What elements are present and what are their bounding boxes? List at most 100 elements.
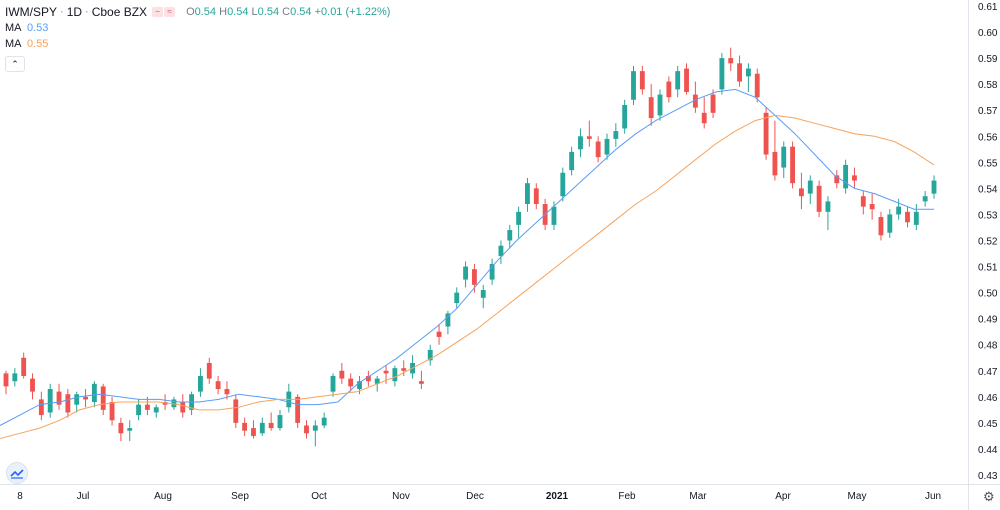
candle-body[interactable] <box>392 368 398 382</box>
candle-body[interactable] <box>745 68 751 77</box>
candle-body[interactable] <box>180 402 186 413</box>
candle-body[interactable] <box>100 386 106 410</box>
candle-body[interactable] <box>65 394 71 413</box>
candle-body[interactable] <box>533 188 539 205</box>
candle-body[interactable] <box>109 402 115 421</box>
candle-body[interactable] <box>321 417 327 426</box>
candle-body[interactable] <box>171 399 177 408</box>
candle-body[interactable] <box>922 196 928 202</box>
candle-body[interactable] <box>3 373 9 387</box>
candle-body[interactable] <box>569 151 575 171</box>
candle-body[interactable] <box>463 266 469 280</box>
candle-body[interactable] <box>330 375 336 392</box>
candle-body[interactable] <box>348 378 354 387</box>
candle-body[interactable] <box>843 164 849 189</box>
legend-collapse-button[interactable]: ⌃ <box>5 56 25 72</box>
candle-body[interactable] <box>860 196 866 207</box>
candle-body[interactable] <box>498 245 504 257</box>
candle-body[interactable] <box>91 383 97 403</box>
candle-body[interactable] <box>224 389 230 395</box>
candle-body[interactable] <box>666 81 672 98</box>
candle-body[interactable] <box>525 183 530 205</box>
candle-body[interactable] <box>162 402 168 405</box>
candle-body[interactable] <box>383 370 389 374</box>
candle-body[interactable] <box>719 58 725 90</box>
candle-body[interactable] <box>30 378 35 392</box>
candle-body[interactable] <box>427 349 433 361</box>
candle-body[interactable] <box>215 381 221 390</box>
candle-body[interactable] <box>639 71 645 90</box>
candle-body[interactable] <box>737 63 742 82</box>
candle-body[interactable] <box>825 201 831 212</box>
candle-body[interactable] <box>913 211 919 225</box>
candle-body[interactable] <box>489 263 495 280</box>
candle-body[interactable] <box>339 370 345 379</box>
candle-body[interactable] <box>648 97 654 119</box>
candle-body[interactable] <box>878 217 884 236</box>
candle-body[interactable] <box>869 204 875 210</box>
candle-body[interactable] <box>622 105 628 129</box>
candle-body[interactable] <box>118 422 124 434</box>
candle-body[interactable] <box>259 422 265 434</box>
candle-body[interactable] <box>21 357 27 376</box>
gear-icon[interactable]: ⚙ <box>983 489 995 504</box>
candle-body[interactable] <box>807 180 813 194</box>
symbol-label[interactable]: IWM/SPY <box>5 5 58 19</box>
candle-body[interactable] <box>83 396 88 400</box>
candle-body[interactable] <box>480 290 486 298</box>
candle-body[interactable] <box>781 146 787 168</box>
candle-body[interactable] <box>471 269 477 285</box>
tradingview-logo-icon[interactable] <box>6 462 28 484</box>
candle-body[interactable] <box>365 375 371 382</box>
candle-body[interactable] <box>251 428 256 436</box>
candle-body[interactable] <box>798 188 804 197</box>
candle-body[interactable] <box>763 112 769 155</box>
candle-body[interactable] <box>153 407 159 413</box>
candle-body[interactable] <box>277 415 283 429</box>
candle-body[interactable] <box>12 373 18 382</box>
candle-body[interactable] <box>38 399 44 416</box>
candle-body[interactable] <box>295 396 301 423</box>
candle-body[interactable] <box>401 368 407 371</box>
candle-body[interactable] <box>206 362 212 379</box>
candle-body[interactable] <box>144 404 150 410</box>
candle-body[interactable] <box>887 214 893 233</box>
candle-body[interactable] <box>242 422 248 431</box>
ma-row-short[interactable]: MA 0.53 <box>5 20 390 36</box>
candle-body[interactable] <box>613 131 619 139</box>
candle-body[interactable] <box>56 391 62 405</box>
candle-body[interactable] <box>931 180 937 194</box>
candle-body[interactable] <box>905 211 910 223</box>
candle-body[interactable] <box>47 389 53 413</box>
candle-body[interactable] <box>754 73 760 98</box>
candle-body[interactable] <box>834 175 840 184</box>
candle-body[interactable] <box>445 313 451 327</box>
candle-body[interactable] <box>631 71 636 100</box>
interval-label[interactable]: 1D <box>66 5 83 19</box>
candle-body[interactable] <box>657 94 663 116</box>
candle-body[interactable] <box>127 428 133 431</box>
candle-body[interactable] <box>233 399 239 423</box>
candle-body[interactable] <box>516 211 522 225</box>
candle-body[interactable] <box>304 425 309 434</box>
candle-body[interactable] <box>595 141 601 158</box>
candle-body[interactable] <box>418 381 424 384</box>
candle-body[interactable] <box>604 138 610 155</box>
candle-body[interactable] <box>772 151 778 176</box>
candle-body[interactable] <box>692 94 698 108</box>
candle-body[interactable] <box>551 206 557 225</box>
candle-body[interactable] <box>268 422 274 429</box>
candle-body[interactable] <box>454 292 460 304</box>
candle-body[interactable] <box>790 146 796 184</box>
ma-row-long[interactable]: MA 0.55 <box>5 36 390 52</box>
candle-body[interactable] <box>436 331 442 337</box>
candle-body[interactable] <box>198 375 203 392</box>
candle-body[interactable] <box>816 185 822 212</box>
candle-body[interactable] <box>578 136 583 150</box>
candle-body[interactable] <box>852 175 857 181</box>
candle-body[interactable] <box>896 206 902 215</box>
candle-body[interactable] <box>560 172 566 197</box>
candle-body[interactable] <box>701 112 707 124</box>
candle-body[interactable] <box>684 68 689 92</box>
